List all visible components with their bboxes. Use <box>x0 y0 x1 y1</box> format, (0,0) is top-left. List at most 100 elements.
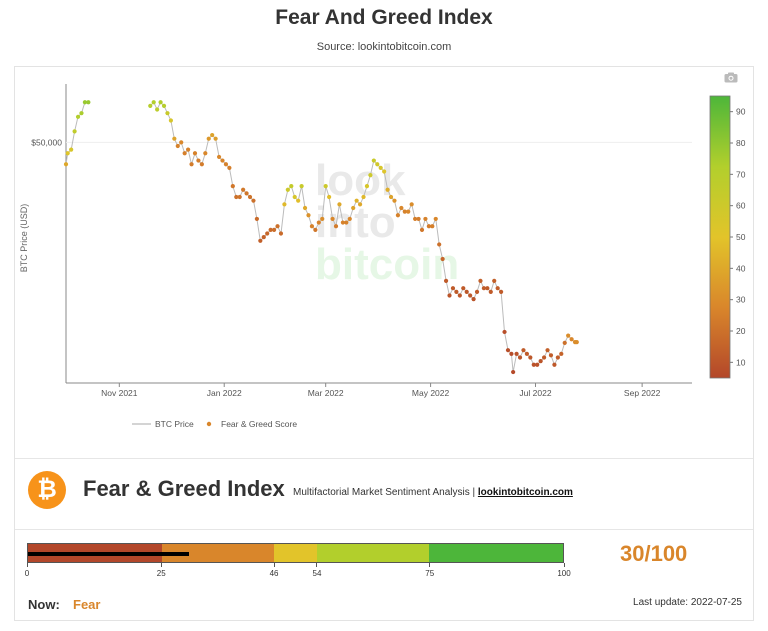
legend-dot-swatch <box>206 421 212 427</box>
score-dot <box>168 118 174 123</box>
colorbar-strip <box>709 95 731 379</box>
score-dot <box>468 293 473 298</box>
score-dot <box>268 227 273 232</box>
colorbar: 10 20 30 40 50 60 70 80 90 <box>709 95 746 379</box>
score-dot <box>437 242 442 247</box>
gauge-tick-label: 75 <box>425 569 435 578</box>
x-tick-label: Jul 2022 <box>519 388 551 398</box>
gauge-tick-label: 46 <box>269 569 279 578</box>
gauge-value-bar <box>28 552 189 556</box>
score-dot <box>409 202 414 207</box>
score-dot <box>196 158 201 163</box>
score-dot <box>492 278 497 284</box>
index-subtitle: Multifactorial Market Sentiment Analysis… <box>293 487 573 498</box>
score-dot <box>306 213 311 218</box>
gauge-tick-mark <box>160 563 162 567</box>
score-dot <box>230 183 235 189</box>
gauge-segment <box>429 544 563 562</box>
colorbar-tick-label: 10 <box>736 357 746 367</box>
score-dot <box>402 209 407 214</box>
score-dot <box>478 278 483 284</box>
score-dot <box>471 297 476 302</box>
score-dot <box>481 286 487 291</box>
last-update: Last update: 2022-07-25 <box>633 597 742 608</box>
score-dot <box>261 235 266 240</box>
score-dot <box>189 162 194 167</box>
score-dot <box>495 286 500 291</box>
score-dot <box>172 136 177 141</box>
gauge-tick-mark <box>273 563 275 567</box>
score-dot <box>511 369 516 375</box>
score-dot <box>69 147 74 152</box>
score-dot <box>333 224 339 229</box>
score-dots <box>63 100 579 375</box>
chart-legend: BTC Price Fear & Greed Score <box>132 419 297 429</box>
gauge-tick-label: 100 <box>557 569 571 578</box>
score-dot <box>426 224 431 229</box>
score-dot <box>371 158 376 163</box>
score-dot <box>524 351 530 356</box>
score-dot <box>86 100 91 105</box>
index-title: Fear & Greed Index <box>83 476 285 501</box>
watermark-word: bitcoin <box>315 240 459 289</box>
gauge-tick-mark <box>563 563 565 567</box>
score-dot <box>223 162 229 167</box>
score-dot <box>258 238 263 243</box>
score-dot <box>461 286 466 291</box>
x-axis-ticks: Nov 2021 Jan 2022 Mar 2022 May 2022 Jul 2022… <box>101 383 661 398</box>
score-dot <box>323 183 328 189</box>
price-line-segment <box>65 101 89 165</box>
score-dot <box>192 151 198 156</box>
score-dot <box>151 100 156 105</box>
source-link[interactable]: lookintobitcoin.com <box>477 487 573 498</box>
score-dot <box>316 220 321 225</box>
x-tick-label: Jan 2022 <box>207 388 242 398</box>
colorbar-tick-label: 50 <box>736 232 746 242</box>
score-dot <box>75 114 81 119</box>
now-label: Now: <box>28 597 60 612</box>
gauge-tick-mark <box>26 563 28 567</box>
score-dot <box>375 162 380 167</box>
page-title: Fear And Greed Index <box>275 6 493 29</box>
score-dot <box>574 340 579 345</box>
chart-axes: BTC Price (USD) <box>19 84 692 384</box>
score-dot <box>72 129 77 134</box>
score-dot <box>419 227 425 232</box>
score-dot <box>161 103 167 108</box>
score-dot <box>292 194 297 200</box>
colorbar-tick-label: 40 <box>736 263 746 273</box>
score-dot <box>165 111 170 116</box>
score-dot <box>388 194 394 200</box>
now-value: Fear <box>73 597 101 612</box>
score-dot <box>285 187 290 192</box>
score-dot <box>79 111 84 116</box>
colorbar-tick-label: 30 <box>736 295 746 305</box>
legend-label: BTC Price <box>155 419 194 429</box>
score-dot <box>302 205 308 211</box>
score-dot <box>278 231 284 236</box>
score-dot <box>206 136 211 141</box>
score-dot <box>182 151 187 156</box>
price-chart: lookintobitcoin BTC Price (USD) Nov 2021… <box>19 84 746 429</box>
score-dot <box>340 220 345 225</box>
y-tick-label: $50,000 <box>31 137 62 147</box>
score-dot <box>148 103 153 108</box>
score-dot <box>392 198 397 203</box>
score-dot <box>344 220 349 225</box>
score-dot <box>382 169 387 174</box>
x-tick-label: May 2022 <box>412 388 450 398</box>
score-dot <box>357 202 363 207</box>
score-dot <box>485 286 490 291</box>
score-dot <box>535 362 540 367</box>
x-tick-label: Nov 2021 <box>101 388 138 398</box>
legend-label: Fear & Greed Score <box>221 419 297 429</box>
score-dot <box>531 362 536 367</box>
score-dot <box>254 216 259 222</box>
score-dot <box>186 147 191 152</box>
gauge-segment <box>161 544 275 562</box>
score-dot <box>82 100 88 105</box>
score-dot <box>210 132 215 138</box>
score-dot <box>395 213 401 218</box>
camera-icon[interactable] <box>724 72 738 83</box>
chart-panel <box>14 66 754 621</box>
